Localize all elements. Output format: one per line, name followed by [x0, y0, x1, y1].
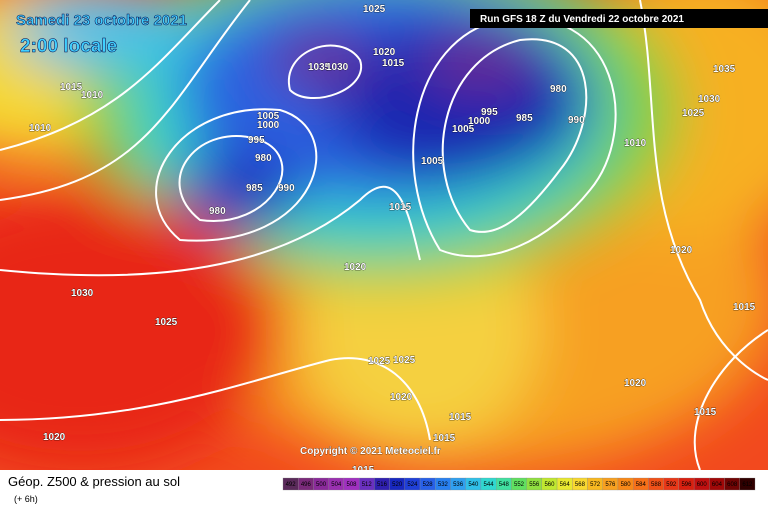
- isobar-label: 1010: [29, 123, 52, 134]
- scale-level: 612: [742, 482, 753, 488]
- isobar-label: 995: [248, 135, 265, 146]
- isobar-label: 1030: [326, 62, 349, 73]
- scale-level: 592: [666, 482, 677, 488]
- scale-level: 528: [423, 482, 434, 488]
- isobar-label: 1020: [373, 47, 396, 58]
- isobar-label: 1035: [713, 64, 736, 75]
- run-box: [470, 9, 768, 28]
- scale-level: 540: [468, 482, 479, 488]
- isobar-label: 1020: [344, 262, 367, 273]
- scale-level: 548: [499, 482, 510, 488]
- scale-level: 588: [651, 482, 662, 488]
- scale-level: 560: [544, 482, 555, 488]
- isobar-label: 1025: [393, 355, 416, 366]
- scale-level: 584: [636, 482, 647, 488]
- scale-level: 504: [331, 482, 342, 488]
- isobar-label: 1020: [670, 245, 693, 256]
- isobar-label: 1020: [43, 432, 66, 443]
- isobar-label: 985: [246, 183, 263, 194]
- scale-level: 568: [575, 482, 586, 488]
- isobar-label: 1030: [698, 94, 721, 105]
- isobar-label: 1015: [433, 433, 456, 444]
- date-label: Samedi 23 octobre 2021: [16, 12, 187, 29]
- copyright: Copyright © 2021 Meteociel.fr: [300, 446, 441, 457]
- scale-level: 576: [605, 482, 616, 488]
- scale-level: 492: [286, 482, 297, 488]
- scale-level: 508: [347, 482, 358, 488]
- scale-level: 604: [712, 482, 723, 488]
- isobar-label: 1000: [468, 116, 491, 127]
- footer-lead: (+ 6h): [14, 494, 38, 504]
- isobar-label: 995: [481, 107, 498, 118]
- isobars: [0, 0, 768, 471]
- isobar-label: 1005: [257, 111, 280, 122]
- isobar-label: 1010: [624, 138, 647, 149]
- isobar-label: 1015: [389, 202, 412, 213]
- scale-level: 524: [407, 482, 418, 488]
- scale-level: 512: [362, 482, 373, 488]
- isobar-label: 1015: [733, 302, 756, 313]
- isobar-label: 1035: [308, 62, 331, 73]
- scale-level: 544: [484, 482, 495, 488]
- scale-level: 564: [560, 482, 571, 488]
- isobar-label: 980: [255, 153, 272, 164]
- isobar-label: 1000: [257, 120, 280, 131]
- isobar-label: 1025: [363, 4, 386, 15]
- scale-level: 600: [697, 482, 708, 488]
- isobar-label: 1025: [368, 356, 391, 367]
- scale-level: 532: [438, 482, 449, 488]
- isobar-label: 1015: [694, 407, 717, 418]
- isobar-label: 1015: [382, 58, 405, 69]
- scale-level: 516: [377, 482, 388, 488]
- isobar-label: 1005: [421, 156, 444, 167]
- scale-level: 520: [392, 482, 403, 488]
- isobar-label: 1020: [390, 392, 413, 403]
- isobar-label: 1025: [682, 108, 705, 119]
- isobar-label: 985: [516, 113, 533, 124]
- isobar-label: 1005: [452, 124, 475, 135]
- scale-level: 596: [681, 482, 692, 488]
- scale-level: 572: [590, 482, 601, 488]
- isobar-label: 990: [278, 183, 295, 194]
- isobar-label: 1025: [155, 317, 178, 328]
- footer-title: Géop. Z500 & pression au sol: [8, 474, 180, 489]
- isobar-label: 1015: [60, 82, 83, 93]
- isobar-label: 980: [550, 84, 567, 95]
- run-label: Run GFS 18 Z du Vendredi 22 octobre 2021: [480, 14, 684, 25]
- scale-cell: [739, 477, 756, 491]
- isobar-label: 1015: [449, 412, 472, 423]
- scale-level: 536: [453, 482, 464, 488]
- isobar-label: 1020: [624, 378, 647, 389]
- isobar-label: 980: [209, 206, 226, 217]
- scale-level: 556: [529, 482, 540, 488]
- scale-level: 500: [316, 482, 327, 488]
- isobar-labels: 1025101510101010102010151035103010051000…: [29, 4, 756, 477]
- scale-level: 608: [727, 482, 738, 488]
- scale-level: 552: [514, 482, 525, 488]
- isobar-label: 1030: [71, 288, 94, 299]
- isobar-label: 1010: [81, 90, 104, 101]
- isobar-label: 990: [568, 115, 585, 126]
- color-scale: 492 496 500 504 508 512 516 520 524 528 532 536 540 5…: [282, 477, 756, 491]
- geopotential-field: [0, 0, 768, 470]
- scale-level: 496: [301, 482, 312, 488]
- scale-level: 580: [621, 482, 632, 488]
- time-label: 2:00 locale: [20, 36, 117, 57]
- footer-band: [0, 470, 768, 512]
